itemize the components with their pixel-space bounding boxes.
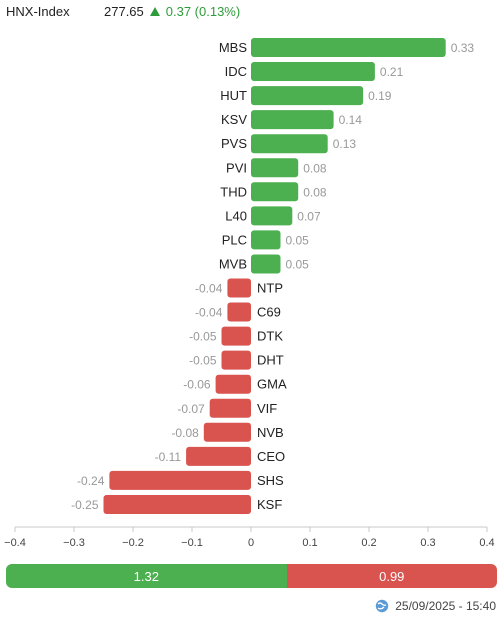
- value-label: -0.04: [195, 306, 223, 320]
- value-label: -0.11: [155, 450, 182, 464]
- value-label: 0.08: [303, 161, 327, 175]
- bar-NTP: [227, 278, 251, 298]
- bar-SHS: [109, 470, 252, 490]
- category-label: GMA: [257, 377, 287, 392]
- category-label: CEO: [257, 449, 285, 464]
- value-label: 0.14: [339, 113, 363, 127]
- value-label: -0.04: [195, 282, 223, 296]
- index-header: HNX-Index 277.65 0.37 (0.13%): [6, 2, 240, 20]
- bar-KSF: [103, 494, 251, 514]
- x-tick-label: 0.3: [420, 537, 435, 549]
- value-label: -0.08: [171, 426, 199, 440]
- bar-DTK: [221, 326, 251, 346]
- bar-DHT: [221, 350, 251, 370]
- timestamp: 25/09/2025 - 15:40: [395, 599, 496, 613]
- category-label: HUT: [220, 88, 247, 103]
- category-label: DHT: [257, 353, 284, 368]
- x-tick-label: −0.4: [4, 537, 26, 549]
- category-label: NVB: [257, 425, 284, 440]
- index-value: 277.65: [104, 3, 144, 19]
- value-label: -0.06: [183, 378, 211, 392]
- bar-IDC: [251, 62, 375, 82]
- bar-MBS: [251, 38, 446, 57]
- index-name: HNX-Index: [6, 3, 70, 19]
- value-label: 0.33: [451, 41, 475, 55]
- bar-GMA: [215, 374, 251, 394]
- bar-PVI: [251, 158, 299, 178]
- breadth-summary-bar: 1.32 0.99: [6, 564, 497, 588]
- category-label: KSV: [221, 112, 247, 127]
- category-label: MVB: [219, 256, 247, 271]
- bar-MVB: [251, 254, 281, 274]
- category-label: THD: [220, 184, 247, 199]
- category-label: IDC: [225, 64, 247, 79]
- value-label: -0.05: [189, 330, 217, 344]
- value-label: 0.13: [333, 137, 357, 151]
- value-label: -0.24: [77, 474, 105, 488]
- value-label: 0.05: [286, 233, 310, 247]
- up-arrow-icon: [149, 6, 160, 16]
- x-tick-label: 0.2: [361, 537, 376, 549]
- category-label: DTK: [257, 329, 283, 344]
- bar-PVS: [251, 134, 328, 154]
- value-label: -0.25: [71, 498, 99, 512]
- value-label: -0.05: [189, 354, 217, 368]
- category-label: PVI: [226, 160, 247, 175]
- value-label: 0.21: [380, 65, 404, 79]
- category-label: C69: [257, 305, 281, 320]
- bar-C69: [227, 302, 251, 322]
- positive-total: 1.32: [6, 564, 287, 588]
- x-tick-label: −0.1: [181, 537, 203, 549]
- bar-THD: [251, 182, 299, 202]
- value-label: -0.07: [177, 402, 205, 416]
- x-tick-label: 0.1: [302, 537, 317, 549]
- x-tick-label: −0.2: [122, 537, 144, 549]
- category-label: PLC: [222, 232, 247, 247]
- category-label: VIF: [257, 401, 277, 416]
- negative-total: 0.99: [286, 564, 497, 588]
- value-label: 0.19: [368, 89, 392, 103]
- footer: 25/09/2025 - 15:40: [375, 598, 496, 614]
- index-change: 0.37 (0.13%): [165, 3, 241, 19]
- category-label: NTP: [257, 281, 283, 296]
- bar-CEO: [186, 446, 251, 466]
- bar-HUT: [251, 86, 364, 106]
- category-label: L40: [225, 208, 247, 223]
- bar-L40: [251, 206, 293, 226]
- bar-PLC: [251, 230, 281, 250]
- category-label: SHS: [257, 473, 284, 488]
- value-label: 0.05: [286, 257, 310, 271]
- bar-KSV: [251, 110, 334, 130]
- category-label: MBS: [219, 40, 248, 55]
- contribution-bar-chart: MBS 0.33 IDC 0.21 HUT 0.19 KSV 0.14 PVS 0.13 PVI 0.…: [4, 38, 495, 549]
- x-tick-label: 0.4: [479, 537, 494, 549]
- value-label: 0.08: [303, 185, 327, 199]
- bar-NVB: [203, 422, 251, 442]
- value-label: 0.07: [297, 209, 321, 223]
- x-tick-label: −0.3: [63, 537, 85, 549]
- bar-VIF: [209, 398, 251, 418]
- category-label: KSF: [257, 497, 282, 512]
- refresh-globe-icon[interactable]: [375, 599, 389, 613]
- x-tick-label: 0: [248, 537, 254, 549]
- category-label: PVS: [221, 136, 247, 151]
